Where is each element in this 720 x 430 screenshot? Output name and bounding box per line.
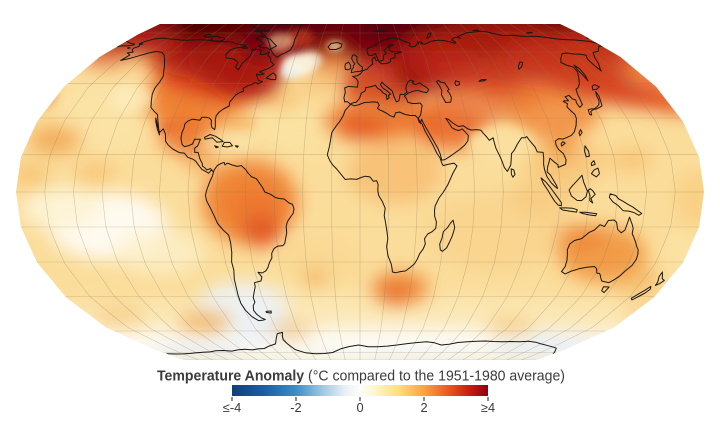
svg-text:Temperature Anomaly (°C compar: Temperature Anomaly (°C compared to the … bbox=[157, 369, 565, 385]
svg-text:≥4: ≥4 bbox=[481, 400, 495, 415]
svg-text:0: 0 bbox=[356, 400, 363, 415]
svg-text:≤-4: ≤-4 bbox=[223, 400, 241, 415]
svg-text:2: 2 bbox=[420, 400, 427, 415]
svg-text:-2: -2 bbox=[290, 400, 301, 415]
